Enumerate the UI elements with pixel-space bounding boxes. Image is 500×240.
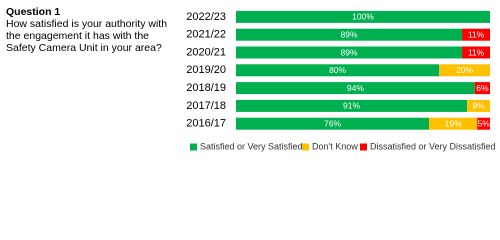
bar-segment bbox=[236, 64, 440, 77]
bar-segment bbox=[477, 117, 490, 130]
bar-segment bbox=[236, 46, 463, 59]
bar-segment bbox=[462, 46, 490, 59]
value-label: 89% bbox=[341, 29, 358, 39]
legend-label: Don't Know bbox=[312, 141, 358, 151]
question-label: Question 1 bbox=[6, 6, 61, 18]
legend-swatch bbox=[190, 143, 197, 151]
legend-swatch bbox=[360, 143, 367, 151]
bar-segment bbox=[462, 28, 490, 41]
value-label: 6% bbox=[476, 83, 489, 93]
value-label: 100% bbox=[352, 12, 374, 22]
question: Question 1 How satisfied is your authori… bbox=[6, 6, 171, 54]
bar-segment bbox=[429, 117, 478, 130]
y-tick-label: 2016/17 bbox=[186, 118, 226, 130]
legend-label: Satisfied or Very Satisfied bbox=[200, 141, 303, 151]
value-label: 5% bbox=[478, 118, 491, 128]
bar-segment bbox=[236, 99, 468, 112]
bar-segment bbox=[467, 99, 490, 112]
page: Question 1 How satisfied is your authori… bbox=[6, 6, 496, 152]
bar-segment bbox=[236, 82, 475, 95]
value-label: 76% bbox=[324, 118, 341, 128]
value-label: 80% bbox=[329, 65, 346, 75]
value-label: 20% bbox=[456, 65, 473, 75]
chart: 2022/23 100% 2021/22 89% 11% 2020/21 89% 11% 201… bbox=[186, 10, 496, 152]
bar-segment bbox=[236, 10, 490, 23]
y-tick-label: 2019/20 bbox=[186, 64, 226, 76]
bar-segment bbox=[236, 117, 430, 130]
value-label: 91% bbox=[343, 101, 360, 111]
bar-segment bbox=[439, 64, 490, 77]
question-text: How satisfied is your authority with the… bbox=[6, 18, 168, 54]
legend-swatch bbox=[302, 143, 309, 151]
y-tick-label: 2017/18 bbox=[186, 100, 226, 112]
bar-segment bbox=[474, 82, 490, 95]
y-tick-label: 2018/19 bbox=[186, 82, 226, 94]
value-label: 89% bbox=[341, 47, 358, 57]
y-tick-label: 2021/22 bbox=[186, 29, 226, 41]
value-label: 11% bbox=[468, 47, 485, 57]
value-label: 94% bbox=[347, 83, 364, 93]
legend-label: Dissatisfied or Very Dissatisfied bbox=[370, 141, 496, 151]
y-tick-label: 2020/21 bbox=[186, 46, 226, 58]
value-label: 9% bbox=[472, 101, 485, 111]
value-label: 19% bbox=[445, 118, 462, 128]
value-label: 11% bbox=[468, 29, 485, 39]
bar-segment bbox=[236, 28, 463, 41]
y-tick-label: 2022/23 bbox=[186, 11, 226, 23]
